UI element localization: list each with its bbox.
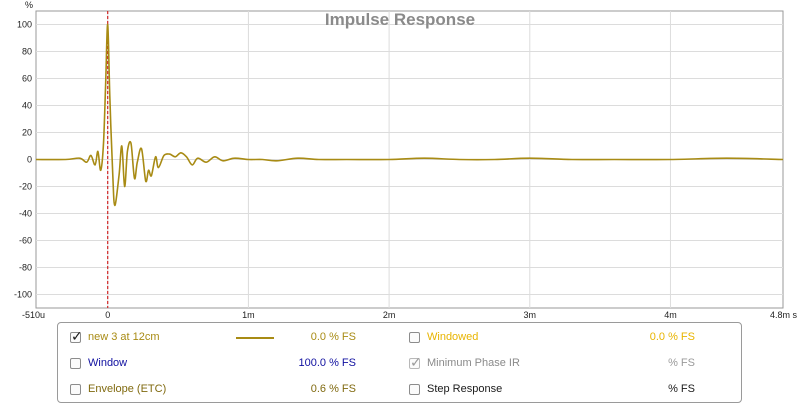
y-tick-label: 40 — [22, 101, 32, 111]
windowed-label: Windowed — [427, 331, 479, 343]
measurement-label: new 3 at 12cm — [88, 331, 160, 343]
step-response-label: Step Response — [427, 383, 503, 395]
envelope-etc-label: Envelope (ETC) — [88, 383, 167, 395]
y-tick-label: 100 — [17, 20, 32, 30]
measurement-checkbox[interactable] — [70, 328, 83, 345]
minimum-phase-ir-value: % FS — [668, 357, 695, 369]
step-response-value: % FS — [668, 383, 695, 395]
x-tick-label: 1m — [242, 310, 255, 320]
y-tick-label: -80 — [19, 263, 32, 273]
window-value: 100.0 % FS — [298, 357, 356, 369]
x-tick-labels: -510u 0 1m 2m 3m 4m 4.8m s — [22, 310, 797, 320]
minimum-phase-ir-label: Minimum Phase IR — [427, 357, 520, 369]
series-line-new-3-at-12cm — [35, 23, 784, 207]
step-response-checkbox[interactable] — [409, 384, 420, 395]
window-checkbox[interactable] — [70, 358, 81, 369]
measurement-value: 0.0 % FS — [310, 331, 356, 343]
y-tick-label: -60 — [19, 236, 32, 246]
x-tick-label: 3m — [524, 310, 537, 320]
window-label: Window — [88, 357, 128, 369]
x-tick-label: 4.8m s — [770, 310, 798, 320]
y-tick-label: 20 — [22, 128, 32, 138]
y-tick-label: -100 — [14, 290, 32, 300]
measurement-color-swatch — [236, 337, 274, 339]
y-tick-label: -40 — [19, 209, 32, 219]
windowed-checkbox[interactable] — [409, 332, 420, 343]
chart-title: Impulse Response — [325, 10, 475, 29]
legend-panel: new 3 at 12cm 0.0 % FS Windowed 0.0 % FS… — [57, 322, 742, 403]
y-tick-label: 0 — [27, 155, 32, 165]
x-tick-label: 0 — [105, 310, 110, 320]
y-tick-label: 60 — [22, 74, 32, 84]
envelope-etc-checkbox[interactable] — [70, 384, 81, 395]
x-tick-label: 2m — [383, 310, 396, 320]
y-tick-label: 80 — [22, 47, 32, 57]
x-tick-label: 4m — [664, 310, 677, 320]
windowed-value: 0.0 % FS — [649, 331, 695, 343]
y-axis-unit: % — [25, 0, 33, 10]
y-tick-label: -20 — [19, 182, 32, 192]
minimum-phase-ir-checkbox[interactable] — [409, 354, 422, 371]
y-tick-labels: 100 80 60 40 20 0 -20 -40 -60 -80 -100 — [14, 20, 32, 300]
envelope-etc-value: 0.6 % FS — [310, 383, 356, 395]
impulse-response-chart: 100 80 60 40 20 0 -20 -40 -60 -80 -100 -510u 0 1m 2m 3… — [14, 0, 798, 320]
x-tick-label: -510u — [22, 310, 45, 320]
